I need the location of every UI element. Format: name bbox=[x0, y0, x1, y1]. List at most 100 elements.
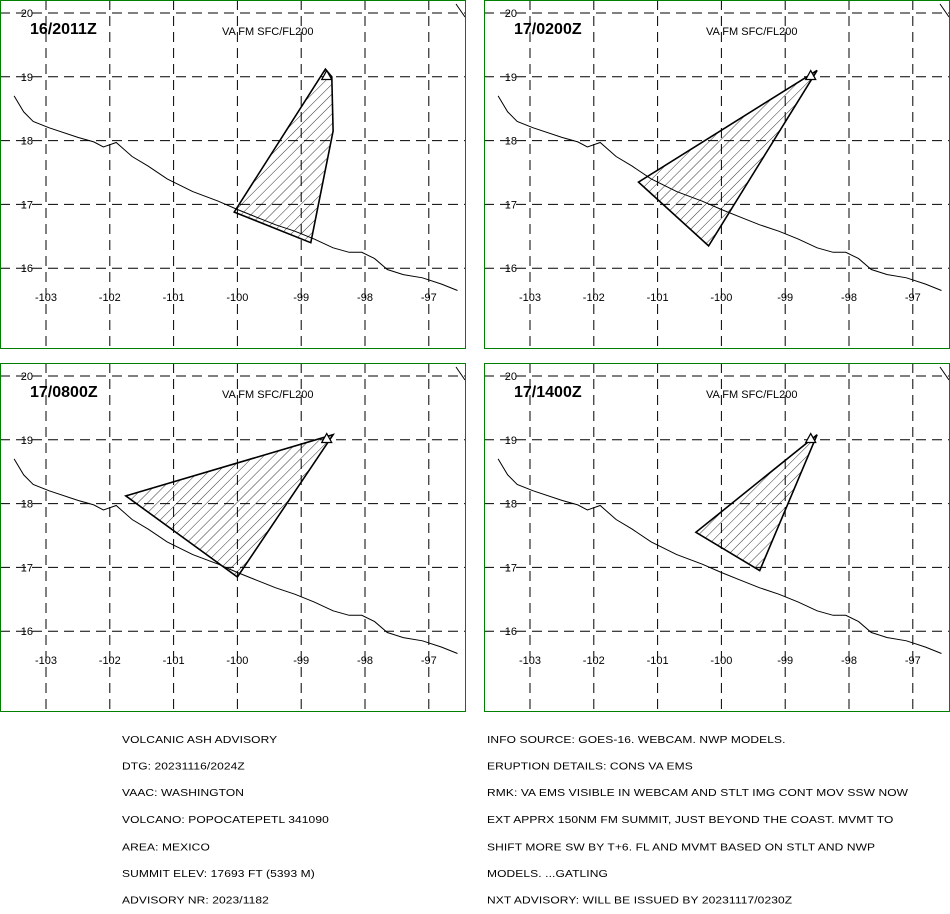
volcano-icon bbox=[804, 432, 817, 444]
longitude-tick-label: -103 bbox=[519, 292, 541, 304]
forecast-level-label: VA FM SFC/FL200 bbox=[222, 26, 314, 38]
longitude-tick-label: -101 bbox=[647, 292, 669, 304]
longitude-tick-label: -103 bbox=[35, 292, 57, 304]
advisory-area: AREA: MEXICO bbox=[122, 840, 210, 853]
map-edge-tick bbox=[939, 366, 949, 381]
longitude-tick-label: -100 bbox=[226, 292, 248, 304]
latitude-tick-label: 20 bbox=[505, 371, 517, 383]
latitude-tick-label: 16 bbox=[505, 263, 517, 275]
panel-time-label: 17/0200Z bbox=[514, 21, 582, 38]
longitude-tick-label: -100 bbox=[710, 655, 732, 667]
map-panel-1: -103 -102 -101 -100 -99 -98 -97 20 19 18 17 16 16/20… bbox=[0, 0, 466, 349]
map-panel-4: -103 -102 -101 -100 -99 -98 -97 20 19 18 17 16 17/14… bbox=[484, 363, 950, 712]
map-content bbox=[485, 1, 949, 348]
latitude-tick-label: 19 bbox=[21, 72, 33, 84]
longitude-tick-label: -101 bbox=[163, 655, 185, 667]
longitude-tick-label: -98 bbox=[357, 655, 373, 667]
map-panel-2: -103 -102 -101 -100 -99 -98 -97 20 19 18 17 16 17/02… bbox=[484, 0, 950, 349]
latitude-tick-label: 20 bbox=[505, 8, 517, 20]
panel-frame bbox=[0, 363, 466, 712]
volcano-icon bbox=[804, 69, 817, 81]
forecast-level-label: VA FM SFC/FL200 bbox=[706, 389, 798, 401]
volcano-icon bbox=[320, 432, 333, 444]
latitude-tick-label: 19 bbox=[505, 72, 517, 84]
forecast-level-label: VA FM SFC/FL200 bbox=[706, 26, 798, 38]
coastline bbox=[497, 458, 942, 654]
longitude-tick-label: -97 bbox=[905, 655, 921, 667]
advisory-remark-line: EXT APPRX 150NM FM SUMMIT, JUST BEYOND T… bbox=[487, 813, 894, 826]
longitude-tick-label: -97 bbox=[421, 292, 437, 304]
map-edge-tick bbox=[455, 366, 465, 381]
map-content bbox=[1, 1, 465, 348]
longitude-tick-label: -103 bbox=[519, 655, 541, 667]
advisory-remark-line: RMK: VA EMS VISIBLE IN WEBCAM AND STLT I… bbox=[487, 786, 909, 799]
latitude-tick-label: 16 bbox=[21, 263, 33, 275]
map-panel-2-svg: -103 -102 -101 -100 -99 -98 -97 20 19 18 17 16 17/02… bbox=[484, 0, 950, 349]
latitude-tick-label: 18 bbox=[505, 136, 517, 148]
longitude-tick-label: -98 bbox=[841, 655, 857, 667]
map-panel-1-svg: -103 -102 -101 -100 -99 -98 -97 20 19 18 17 16 16/20… bbox=[0, 0, 466, 349]
latitude-tick-label: 17 bbox=[505, 199, 517, 211]
panel-frame bbox=[0, 0, 466, 349]
map-content bbox=[1, 364, 465, 711]
advisory-header-block: VOLCANIC ASH ADVISORY DTG: 20231116/2024… bbox=[122, 717, 329, 914]
advisory-remark-line: SHIFT MORE SW BY T+6. FL AND MVMT BASED … bbox=[487, 840, 876, 853]
longitude-tick-label: -97 bbox=[905, 292, 921, 304]
longitude-tick-label: -101 bbox=[647, 655, 669, 667]
advisory-remark-line: MODELS. ...GATLING bbox=[487, 867, 608, 880]
latitude-tick-label: 20 bbox=[21, 371, 33, 383]
latitude-tick-label: 17 bbox=[505, 562, 517, 574]
advisory-volcano: VOLCANO: POPOCATEPETL 341090 bbox=[122, 813, 329, 826]
longitude-tick-label: -101 bbox=[163, 292, 185, 304]
longitude-tick-label: -102 bbox=[99, 292, 121, 304]
latitude-tick-label: 18 bbox=[21, 136, 33, 148]
latitude-tick-label: 19 bbox=[505, 435, 517, 447]
map-edge-tick bbox=[455, 3, 465, 18]
longitude-tick-label: -100 bbox=[710, 292, 732, 304]
advisory-remarks-block: INFO SOURCE: GOES-16. WEBCAM. NWP MODELS… bbox=[487, 717, 908, 914]
longitude-tick-label: -97 bbox=[421, 655, 437, 667]
advisory-title: VOLCANIC ASH ADVISORY bbox=[122, 733, 278, 746]
ash-cloud-polygon bbox=[233, 67, 334, 244]
longitude-tick-label: -98 bbox=[841, 292, 857, 304]
map-panel-4-svg: -103 -102 -101 -100 -99 -98 -97 20 19 18 17 16 17/14… bbox=[484, 363, 950, 712]
longitude-tick-label: -99 bbox=[293, 655, 309, 667]
map-edge-tick bbox=[939, 3, 949, 18]
advisory-next-advisory: NXT ADVISORY: WILL BE ISSUED BY 20231117… bbox=[487, 894, 793, 907]
map-panel-3-svg: -103 -102 -101 -100 -99 -98 -97 20 19 18 17 16 17/08… bbox=[0, 363, 466, 712]
longitude-tick-label: -99 bbox=[777, 655, 793, 667]
longitude-tick-label: -99 bbox=[777, 292, 793, 304]
latitude-tick-label: 16 bbox=[505, 626, 517, 638]
latitude-tick-label: 18 bbox=[21, 499, 33, 511]
longitude-tick-label: -103 bbox=[35, 655, 57, 667]
ash-cloud-polygon bbox=[637, 69, 818, 248]
advisory-dtg: DTG: 20231116/2024Z bbox=[122, 760, 245, 773]
advisory-number: ADVISORY NR: 2023/1182 bbox=[122, 894, 269, 907]
volcano-icon bbox=[320, 69, 333, 81]
ash-cloud-polygon bbox=[124, 433, 336, 579]
latitude-tick-label: 18 bbox=[505, 499, 517, 511]
advisory-info-source: INFO SOURCE: GOES-16. WEBCAM. NWP MODELS… bbox=[487, 733, 786, 746]
longitude-tick-label: -100 bbox=[226, 655, 248, 667]
panel-time-label: 16/2011Z bbox=[30, 21, 97, 38]
latitude-tick-label: 16 bbox=[21, 626, 33, 638]
map-panel-3: -103 -102 -101 -100 -99 -98 -97 20 19 18 17 16 17/08… bbox=[0, 363, 466, 712]
panel-time-label: 17/1400Z bbox=[514, 384, 582, 401]
forecast-level-label: VA FM SFC/FL200 bbox=[222, 389, 314, 401]
latitude-tick-label: 19 bbox=[21, 435, 33, 447]
advisory-vaac: VAAC: WASHINGTON bbox=[122, 786, 245, 799]
advisory-summit-elev: SUMMIT ELEV: 17693 FT (5393 M) bbox=[122, 867, 315, 880]
latitude-tick-label: 17 bbox=[21, 562, 33, 574]
longitude-tick-label: -99 bbox=[293, 292, 309, 304]
coastline bbox=[13, 95, 458, 291]
longitude-tick-label: -102 bbox=[583, 292, 605, 304]
longitude-tick-label: -98 bbox=[357, 292, 373, 304]
ash-cloud-polygon bbox=[694, 434, 818, 572]
latitude-tick-label: 20 bbox=[21, 8, 33, 20]
advisory-eruption-details: ERUPTION DETAILS: CONS VA EMS bbox=[487, 760, 693, 773]
map-content bbox=[485, 364, 949, 711]
latitude-tick-label: 17 bbox=[21, 199, 33, 211]
longitude-tick-label: -102 bbox=[99, 655, 121, 667]
longitude-tick-label: -102 bbox=[583, 655, 605, 667]
panel-time-label: 17/0800Z bbox=[30, 384, 98, 401]
